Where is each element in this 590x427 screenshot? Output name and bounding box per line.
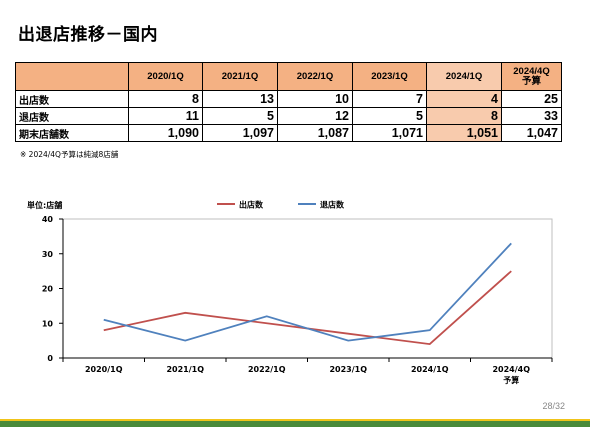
table-header-cell: 2024/4Q 予算 [501,62,562,91]
table-cell: 1,047 [501,124,562,142]
table-cell: 8 [426,107,502,125]
table-note: ※ 2024/4Q予算は純減8店舗 [20,150,119,159]
y-axis-label: 単位:店舗 [27,200,62,210]
footer-bar [0,419,590,427]
y-tick-label: 30 [42,250,54,259]
table-cell: 1,087 [277,124,353,142]
table-cell: 11 [128,107,203,125]
row-label: 期末店舗数 [15,124,129,142]
x-tick-label: 2022/1Q [248,365,286,374]
table-header-cell: 2024/1Q [426,62,502,91]
series-line-2 [103,242,512,342]
page-number: 28/32 [542,401,565,411]
x-tick-label: 2020/1Q [85,365,123,374]
data-table: 2020/1Q 2021/1Q 2022/1Q 2023/1Q 2024/1Q … [15,62,562,142]
table-cell: 1,051 [426,124,502,142]
y-tick-label: 40 [42,215,54,224]
x-tick-label: 2024/4Q [492,365,530,374]
x-tick-label: 2023/1Q [329,365,367,374]
plot-area [62,218,553,359]
table-cell: 1,071 [352,124,427,142]
x-tick-label: 予算 [503,375,519,385]
table-header-cell: 2021/1Q [202,62,278,91]
x-tick-label: 2021/1Q [166,365,204,374]
table-row: 出店数 8 13 10 7 4 25 [15,90,562,108]
page-title: 出退店推移－国内 [18,25,158,45]
table-header-row: 2020/1Q 2021/1Q 2022/1Q 2023/1Q 2024/1Q … [15,62,562,91]
table-row: 期末店舗数 1,090 1,097 1,087 1,071 1,051 1,04… [15,124,562,142]
table-cell: 1,097 [202,124,278,142]
table-cell: 10 [277,90,353,108]
legend-label: 退店数 [320,200,345,210]
legend-label: 出店数 [239,200,264,210]
y-tick-label: 20 [42,285,54,294]
table-row: 退店数 11 5 12 5 8 33 [15,107,562,125]
x-tick-label: 2024/1Q [411,365,449,374]
y-tick-label: 10 [42,319,54,328]
table-cell: 25 [501,90,562,108]
table-header-cell: 2023/1Q [352,62,427,91]
table-header-cell: 2022/1Q [277,62,353,91]
y-tick-label: 0 [47,354,53,363]
table-cell: 1,090 [128,124,203,142]
